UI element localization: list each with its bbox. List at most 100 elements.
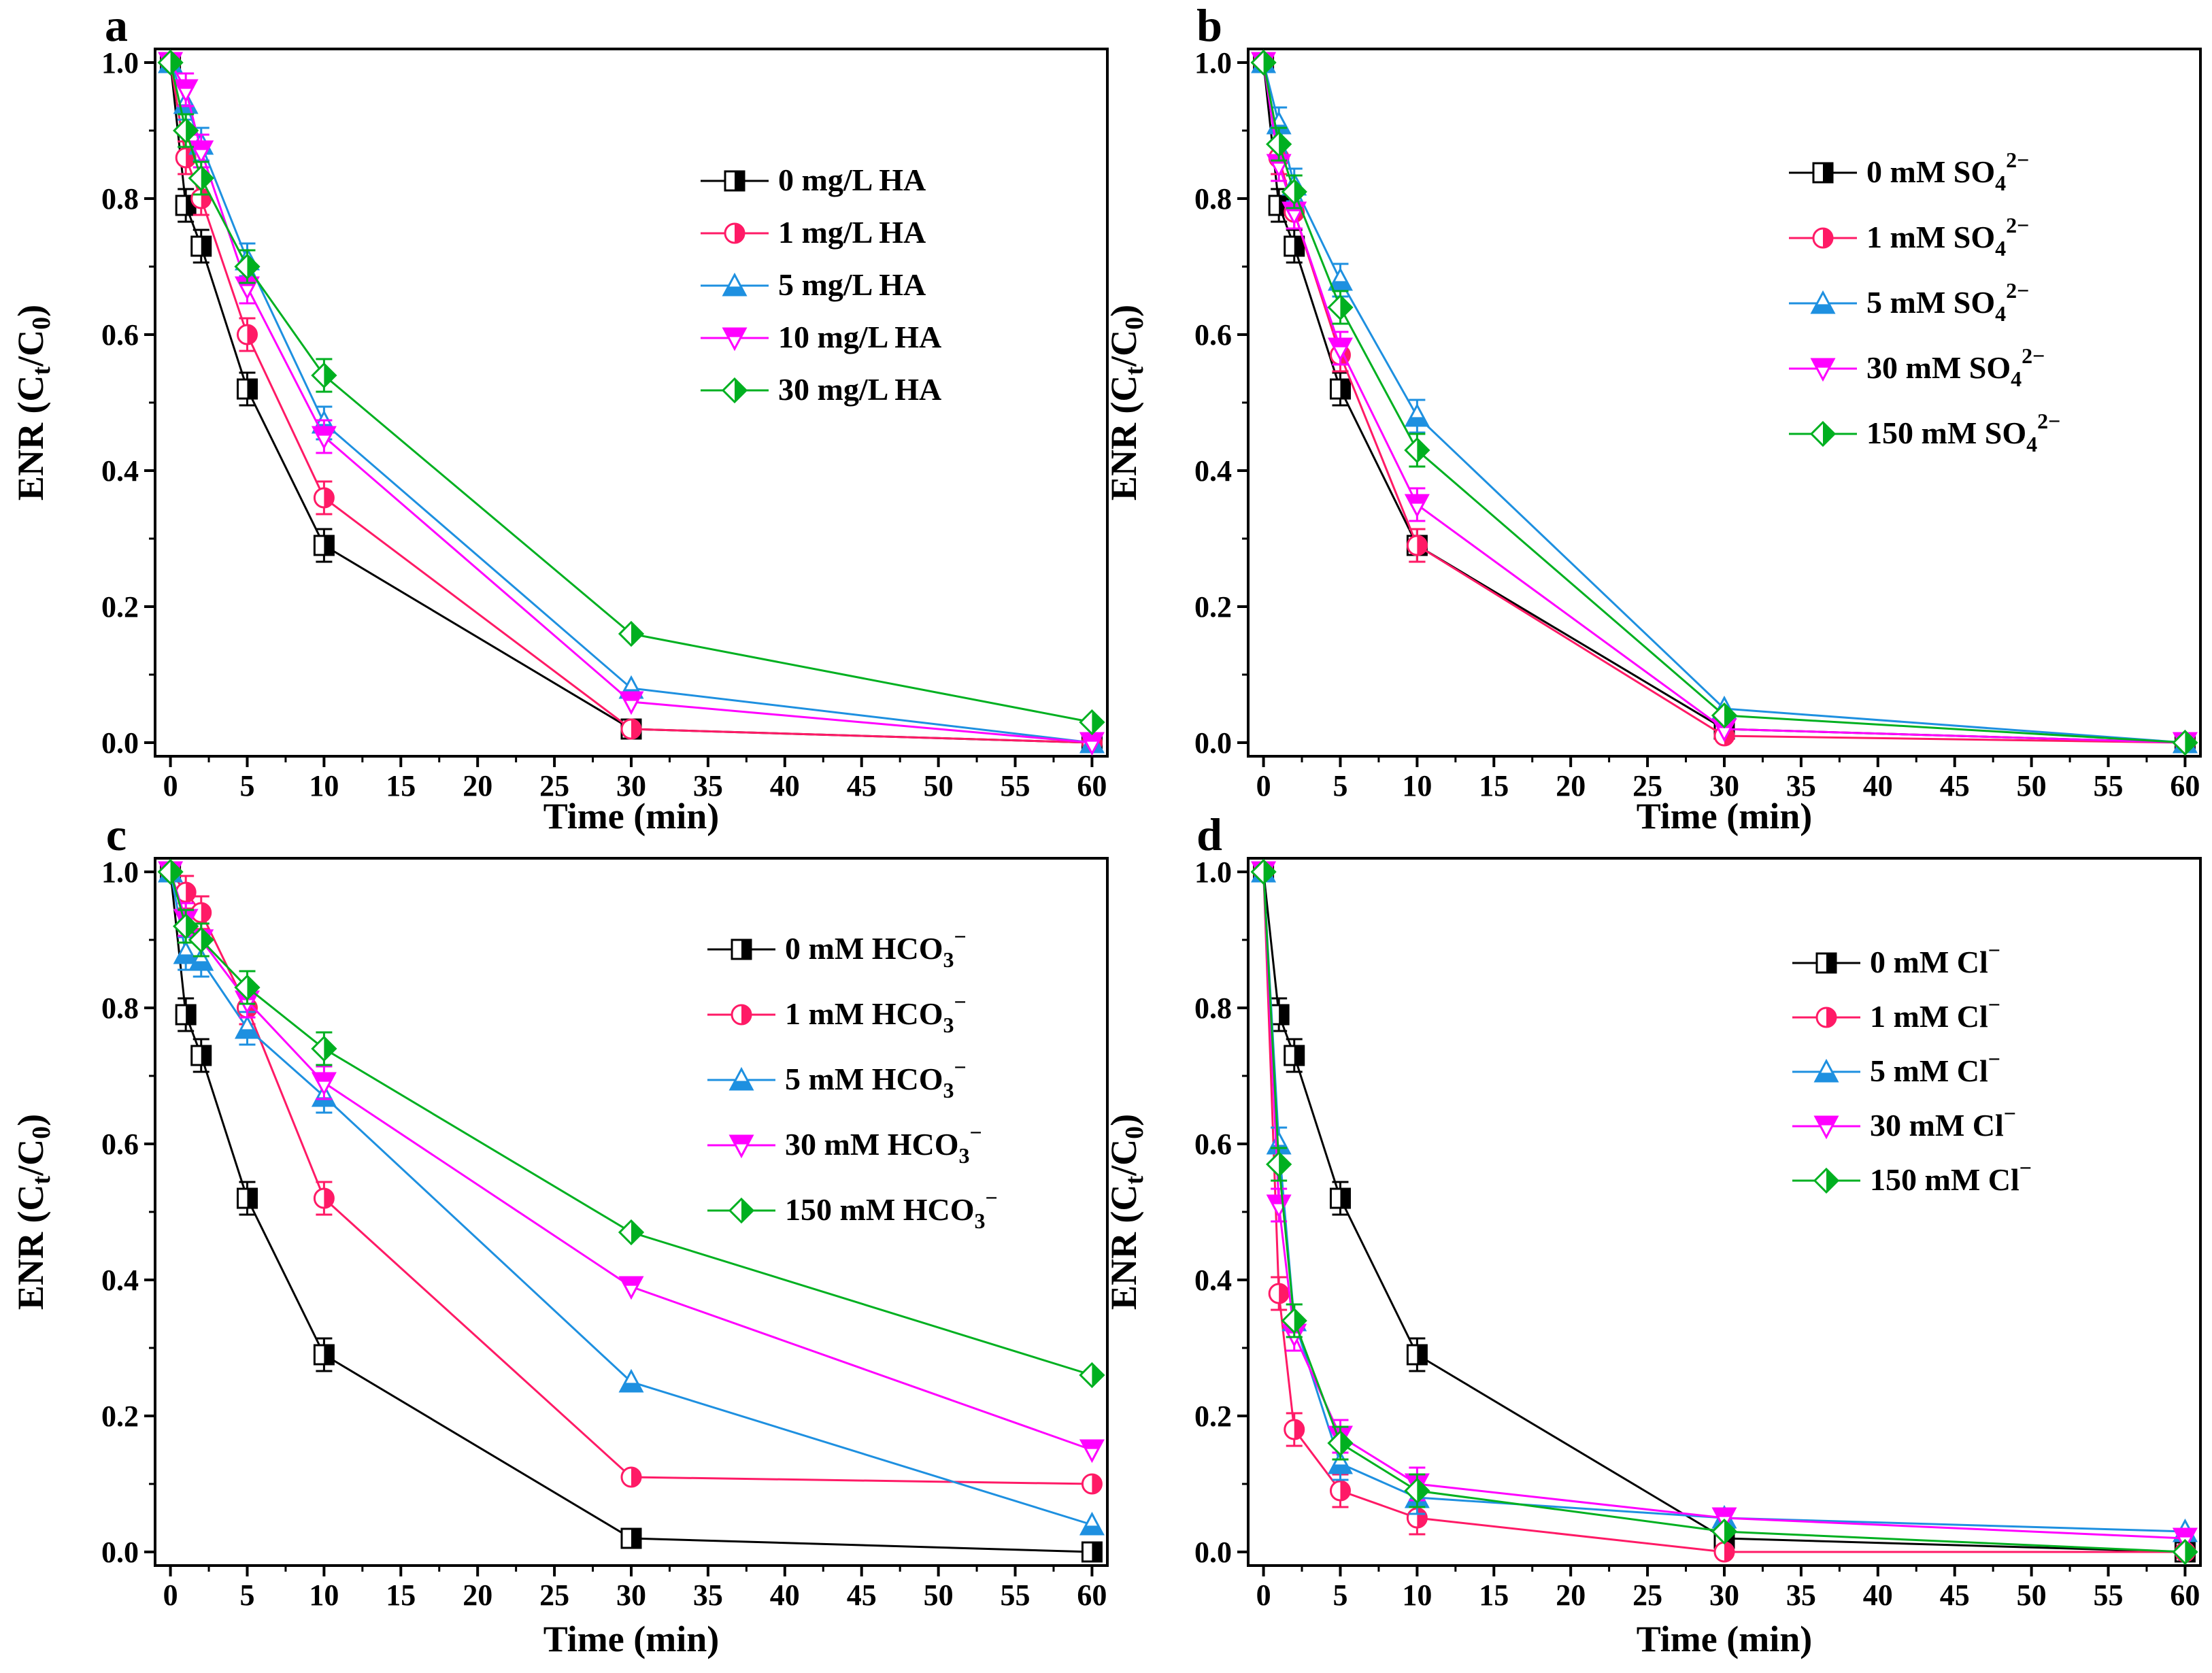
data-point-fill bbox=[1294, 237, 1304, 256]
plot-frame bbox=[1247, 857, 2202, 1567]
x-tick-label: 25 bbox=[1632, 1578, 1662, 1612]
legend-marker-fill bbox=[1815, 1072, 1837, 1081]
data-point-fill bbox=[1417, 439, 1429, 462]
legend-label: 30 mM Cl− bbox=[1870, 1101, 2016, 1143]
legend-marker-fill bbox=[1823, 422, 1834, 445]
x-tick-label: 15 bbox=[386, 769, 416, 802]
series-0 bbox=[1253, 52, 2196, 754]
x-tick-label: 20 bbox=[463, 769, 492, 802]
data-point-fill bbox=[620, 1383, 642, 1391]
data-point-fill bbox=[1417, 1479, 1429, 1502]
series-4 bbox=[157, 858, 1105, 1389]
data-point-fill bbox=[1724, 704, 1736, 727]
data-point-fill bbox=[1329, 339, 1352, 348]
series-2 bbox=[1251, 858, 2198, 1542]
data-point-fill bbox=[186, 883, 196, 902]
legend-label: 10 mg/L HA bbox=[778, 320, 941, 354]
legend: 0 mM SO42− 1 mM SO42− 5 mM SO42− 30 mM SO42… bbox=[1789, 148, 2060, 456]
data-point-fill bbox=[1279, 1005, 1289, 1024]
data-point-fill bbox=[247, 379, 257, 399]
y-tick-label: 1.0 bbox=[101, 46, 139, 80]
plot-frame bbox=[154, 48, 1109, 758]
legend-label: 5 mM HCO3− bbox=[785, 1055, 967, 1102]
legend-label: 30 mM SO42− bbox=[1866, 343, 2045, 391]
series-line bbox=[1262, 871, 2185, 1553]
legend-label: 1 mg/L HA bbox=[778, 215, 926, 250]
y-tick-label: 0.6 bbox=[1194, 318, 1232, 352]
legend-label: 0 mM HCO3− bbox=[785, 924, 967, 972]
data-point-fill bbox=[324, 364, 336, 387]
data-point-fill bbox=[2185, 1540, 2197, 1564]
data-point-fill bbox=[1340, 379, 1350, 399]
data-point-fill bbox=[324, 1037, 336, 1060]
data-point-fill bbox=[247, 976, 259, 999]
legend: 0 mM Cl− 1 mM Cl− 5 mM Cl− 30 mM Cl− 150 mM … bbox=[1792, 938, 2032, 1197]
series-line bbox=[1262, 871, 2185, 1553]
legend-label: 30 mM HCO3− bbox=[785, 1120, 982, 1168]
x-tick-label: 50 bbox=[924, 769, 954, 802]
data-point-fill bbox=[170, 51, 182, 74]
legend-label: 0 mM SO42− bbox=[1866, 148, 2029, 195]
x-tick-label: 15 bbox=[1479, 1578, 1509, 1612]
panel-d: 0 5 10 15 20 25 30 35 40 45 50 55 60 0.0 0.2 0.4 0.6 0.8 1… bbox=[1103, 809, 2202, 1659]
legend-marker-fill bbox=[741, 1005, 751, 1024]
x-tick-label: 55 bbox=[2094, 1578, 2124, 1612]
legend-label: 1 mM Cl− bbox=[1870, 992, 2000, 1034]
series-1 bbox=[160, 52, 1103, 754]
data-point-fill bbox=[1081, 1440, 1103, 1449]
y-tick-label: 0.8 bbox=[1194, 992, 1232, 1025]
legend-label: 0 mg/L HA bbox=[778, 163, 926, 197]
data-point-fill bbox=[2174, 1529, 2196, 1538]
x-tick-label: 45 bbox=[1940, 1578, 1970, 1612]
series-3 bbox=[1251, 52, 2198, 756]
series-4 bbox=[157, 49, 1105, 736]
x-tick-label: 20 bbox=[463, 1578, 492, 1612]
y-tick-label: 0.6 bbox=[101, 318, 139, 352]
data-point-fill bbox=[631, 1529, 641, 1548]
x-axis-title: Time (min) bbox=[1637, 1619, 1812, 1659]
data-point-fill bbox=[1092, 711, 1104, 734]
x-tick-label: 5 bbox=[1333, 769, 1347, 802]
series-1 bbox=[1253, 861, 2196, 1563]
series-2 bbox=[158, 49, 1105, 754]
data-point-fill bbox=[1279, 1153, 1291, 1176]
data-point-fill bbox=[201, 928, 213, 951]
series-4 bbox=[1250, 858, 2198, 1566]
data-point-fill bbox=[1329, 281, 1352, 290]
data-point-fill bbox=[1724, 1542, 1734, 1561]
data-point-fill bbox=[1092, 1364, 1104, 1387]
x-tick-label: 25 bbox=[539, 1578, 569, 1612]
data-point-fill bbox=[236, 1029, 258, 1038]
x-tick-label: 35 bbox=[693, 769, 723, 802]
y-tick-label: 0.8 bbox=[101, 182, 139, 216]
data-point-fill bbox=[631, 1468, 641, 1487]
legend-marker-fill bbox=[1815, 1117, 1837, 1126]
x-tick-label: 0 bbox=[1256, 769, 1271, 802]
legend-marker-fill bbox=[1812, 304, 1834, 313]
legend-label: 150 mM HCO3− bbox=[785, 1185, 998, 1233]
data-point-fill bbox=[324, 1345, 334, 1364]
legend-marker-fill bbox=[1823, 163, 1832, 182]
y-tick-label: 0.4 bbox=[101, 1264, 139, 1297]
panel-label: b bbox=[1196, 0, 1222, 51]
x-tick-label: 35 bbox=[1786, 1578, 1816, 1612]
series-2 bbox=[1251, 49, 2198, 754]
data-point-fill bbox=[1406, 417, 1428, 426]
data-point-fill bbox=[1092, 1474, 1102, 1493]
legend-marker-fill bbox=[724, 328, 745, 337]
data-point-fill bbox=[1340, 1481, 1350, 1500]
legend-label: 5 mg/L HA bbox=[778, 267, 926, 302]
data-point-fill bbox=[1340, 1432, 1352, 1455]
data-point-fill bbox=[1406, 495, 1428, 504]
legend-marker-fill bbox=[735, 379, 746, 402]
legend-marker-fill bbox=[1823, 229, 1832, 248]
x-tick-label: 50 bbox=[2017, 1578, 2047, 1612]
x-tick-label: 45 bbox=[1940, 769, 1970, 802]
y-tick-label: 0.4 bbox=[1194, 1264, 1232, 1297]
y-tick-label: 1.0 bbox=[1194, 46, 1232, 80]
data-point-fill bbox=[2185, 731, 2197, 754]
y-tick-label: 0.8 bbox=[1194, 182, 1232, 216]
legend-marker-fill bbox=[1826, 953, 1836, 973]
x-axis-title: Time (min) bbox=[1637, 796, 1812, 836]
